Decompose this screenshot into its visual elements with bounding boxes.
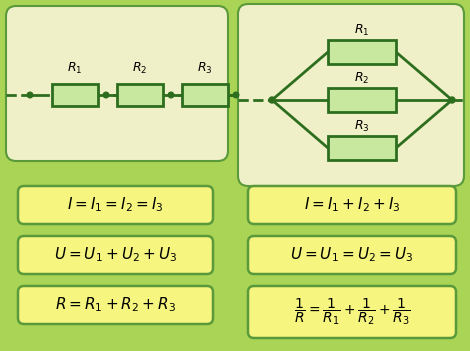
Text: $R_1$: $R_1$ — [67, 61, 83, 76]
Text: $R_2$: $R_2$ — [354, 71, 369, 86]
Bar — [182, 84, 228, 106]
Circle shape — [27, 92, 33, 98]
FancyBboxPatch shape — [248, 186, 456, 224]
FancyBboxPatch shape — [6, 6, 228, 161]
Bar — [328, 40, 396, 64]
FancyBboxPatch shape — [18, 186, 213, 224]
Text: $I = I_1 + I_2 + I_3$: $I = I_1 + I_2 + I_3$ — [304, 196, 400, 214]
FancyBboxPatch shape — [248, 236, 456, 274]
Bar — [52, 84, 98, 106]
FancyBboxPatch shape — [18, 286, 213, 324]
FancyBboxPatch shape — [238, 4, 464, 186]
Text: $R_3$: $R_3$ — [197, 61, 213, 76]
Circle shape — [269, 97, 275, 103]
Circle shape — [103, 92, 109, 98]
Bar — [117, 84, 163, 106]
Text: $I = I_1 = I_2 = I_3$: $I = I_1 = I_2 = I_3$ — [67, 196, 164, 214]
Text: $R_2$: $R_2$ — [133, 61, 148, 76]
FancyBboxPatch shape — [18, 236, 213, 274]
Text: $R = R_1 + R_2 + R_3$: $R = R_1 + R_2 + R_3$ — [55, 296, 176, 314]
Text: $U = U_1 + U_2 + U_3$: $U = U_1 + U_2 + U_3$ — [54, 246, 177, 264]
Text: $U = U_1 = U_2 = U_3$: $U = U_1 = U_2 = U_3$ — [290, 246, 414, 264]
Bar — [328, 88, 396, 112]
Bar — [328, 136, 396, 160]
Circle shape — [449, 97, 455, 103]
Circle shape — [233, 92, 239, 98]
FancyBboxPatch shape — [248, 286, 456, 338]
Text: $\dfrac{1}{R} = \dfrac{1}{R_1} + \dfrac{1}{R_2} + \dfrac{1}{R_3}$: $\dfrac{1}{R} = \dfrac{1}{R_1} + \dfrac{… — [294, 297, 410, 327]
Circle shape — [168, 92, 174, 98]
Text: $R_3$: $R_3$ — [354, 119, 370, 134]
Text: $R_1$: $R_1$ — [354, 23, 370, 38]
